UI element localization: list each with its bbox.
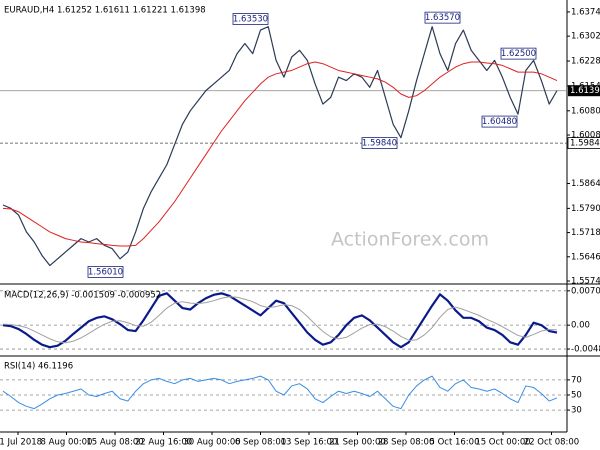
annotation-label: 1.59840 (362, 139, 397, 149)
y-tick-label: 1.60080 (571, 131, 600, 141)
y-tick-label: -0.0048822 (571, 345, 600, 355)
y-tick-label: 1.63740 (571, 7, 600, 17)
series-line (2, 26, 558, 267)
y-tick-label: 1.63020 (571, 32, 600, 42)
x-tick-label: 31 Jul 2018 (0, 438, 42, 448)
annotation-label: 1.63570 (425, 13, 460, 23)
series-line (2, 61, 558, 247)
annotation-box (361, 137, 398, 150)
x-tick-label: 30 Aug 00:00 (183, 438, 240, 448)
y-tick-label: 70 (571, 375, 582, 385)
annotation-label: 1.62500 (501, 49, 536, 59)
y-tick-label: 1.62280 (571, 57, 600, 67)
last-price-label: 1.61398 (570, 86, 600, 96)
y-tick-label: 1.57900 (571, 204, 600, 214)
annotation-box (87, 266, 124, 278)
y-tick-label: 1.60800 (571, 106, 600, 116)
annotation-label: 1.63530 (233, 14, 268, 24)
series-line (2, 296, 558, 344)
level-label: 1.59840 (570, 139, 600, 149)
y-tick-label: 0.00 (571, 321, 590, 331)
panel-title: RSI(14) 46.1196 (4, 362, 73, 372)
y-tick-label: 50 (571, 391, 582, 401)
y-tick-label: 1.5646 (571, 252, 600, 262)
x-tick-label: 15 Aug 08:00 (86, 438, 143, 448)
level-label-box (567, 137, 600, 150)
x-tick-label: 21 Sep 00:00 (329, 438, 386, 448)
annotation-box (232, 13, 269, 25)
last-price-box (568, 85, 600, 97)
annotation-box (500, 47, 537, 60)
x-tick-label: 22 Aug 16:00 (135, 438, 192, 448)
y-tick-label: 1.57180 (571, 228, 600, 238)
x-tick-label: 8 Aug 00:00 (41, 438, 93, 448)
panel-title: MACD(12,26,9) -0.001509 -0.000952 (4, 291, 161, 301)
annotation-label: 1.60480 (482, 117, 517, 127)
series-line (2, 375, 558, 410)
y-tick-label: 1.5574 (571, 277, 600, 287)
y-tick-label: 0.0070214 (571, 286, 600, 296)
watermark: ActionForex.com (331, 229, 489, 251)
x-tick-label: 22 Oct 08:00 (524, 438, 579, 448)
x-tick-label: 28 Sep 08:00 (378, 438, 435, 448)
x-tick-label: 5 Oct 16:00 (429, 438, 479, 448)
x-tick-label: 13 Sep 16:00 (281, 438, 338, 448)
y-tick-label: 30 (571, 406, 582, 416)
y-tick-label: 1.5864 (571, 179, 600, 189)
annotation-box (481, 115, 518, 128)
x-tick-label: 15 Oct 00:00 (475, 438, 530, 448)
annotation-label: 1.56010 (88, 267, 123, 277)
annotation-box (424, 11, 461, 24)
series-line (2, 292, 558, 349)
panel-title: EURAUD,H4 1.61252 1.61611 1.61221 1.6139… (4, 6, 206, 16)
x-tick-label: 6 Sep 08:00 (235, 438, 286, 448)
